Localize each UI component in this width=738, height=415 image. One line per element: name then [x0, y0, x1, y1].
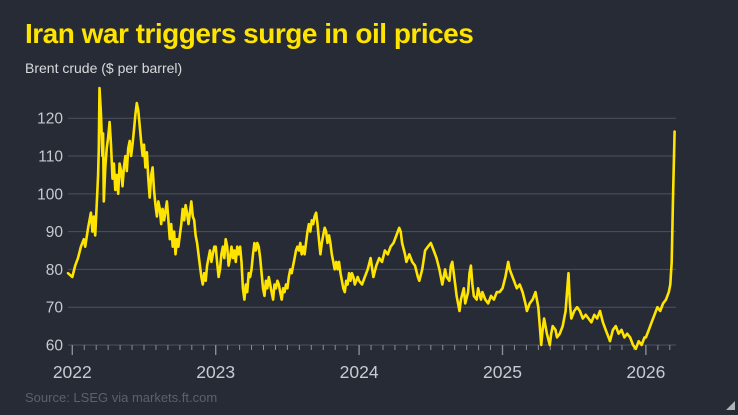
y-axis-tick-label: 110	[38, 149, 63, 166]
y-axis-tick-label: 60	[46, 338, 64, 355]
y-axis-tick-label: 70	[46, 300, 64, 317]
y-axis-tick-label: 120	[37, 111, 63, 128]
y-axis-tick-label: 90	[46, 224, 64, 241]
resize-handle-icon[interactable]	[726, 401, 735, 410]
y-axis-tick-label: 80	[46, 262, 64, 279]
x-axis-tick-label: 2026	[626, 362, 665, 382]
price-line-series	[66, 86, 676, 351]
chart-subtitle: Brent crude ($ per barrel)	[25, 60, 183, 76]
source-credit: Source: LSEG via markets.ft.com	[25, 390, 218, 405]
x-axis-tick-label: 2022	[53, 362, 92, 382]
x-axis-tick-label: 2023	[196, 362, 235, 382]
x-axis-tick-label: 2025	[483, 362, 522, 382]
y-axis-tick-label: 100	[37, 186, 63, 203]
chart-title: Iran war triggers surge in oil prices	[25, 18, 474, 49]
x-axis-tick-label: 2024	[340, 362, 379, 382]
